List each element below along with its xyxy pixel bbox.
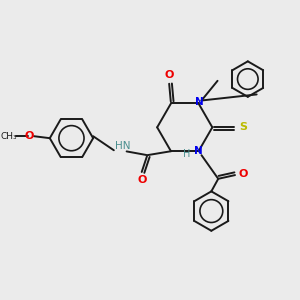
Text: CH₃: CH₃ — [0, 132, 17, 141]
Text: O: O — [24, 131, 34, 141]
Text: O: O — [138, 175, 147, 185]
Text: O: O — [164, 70, 174, 80]
Text: N: N — [195, 98, 204, 107]
Text: N: N — [194, 146, 203, 156]
Text: H: H — [183, 149, 190, 159]
Text: O: O — [238, 169, 248, 179]
Text: S: S — [239, 122, 247, 132]
Text: HN: HN — [115, 141, 130, 151]
